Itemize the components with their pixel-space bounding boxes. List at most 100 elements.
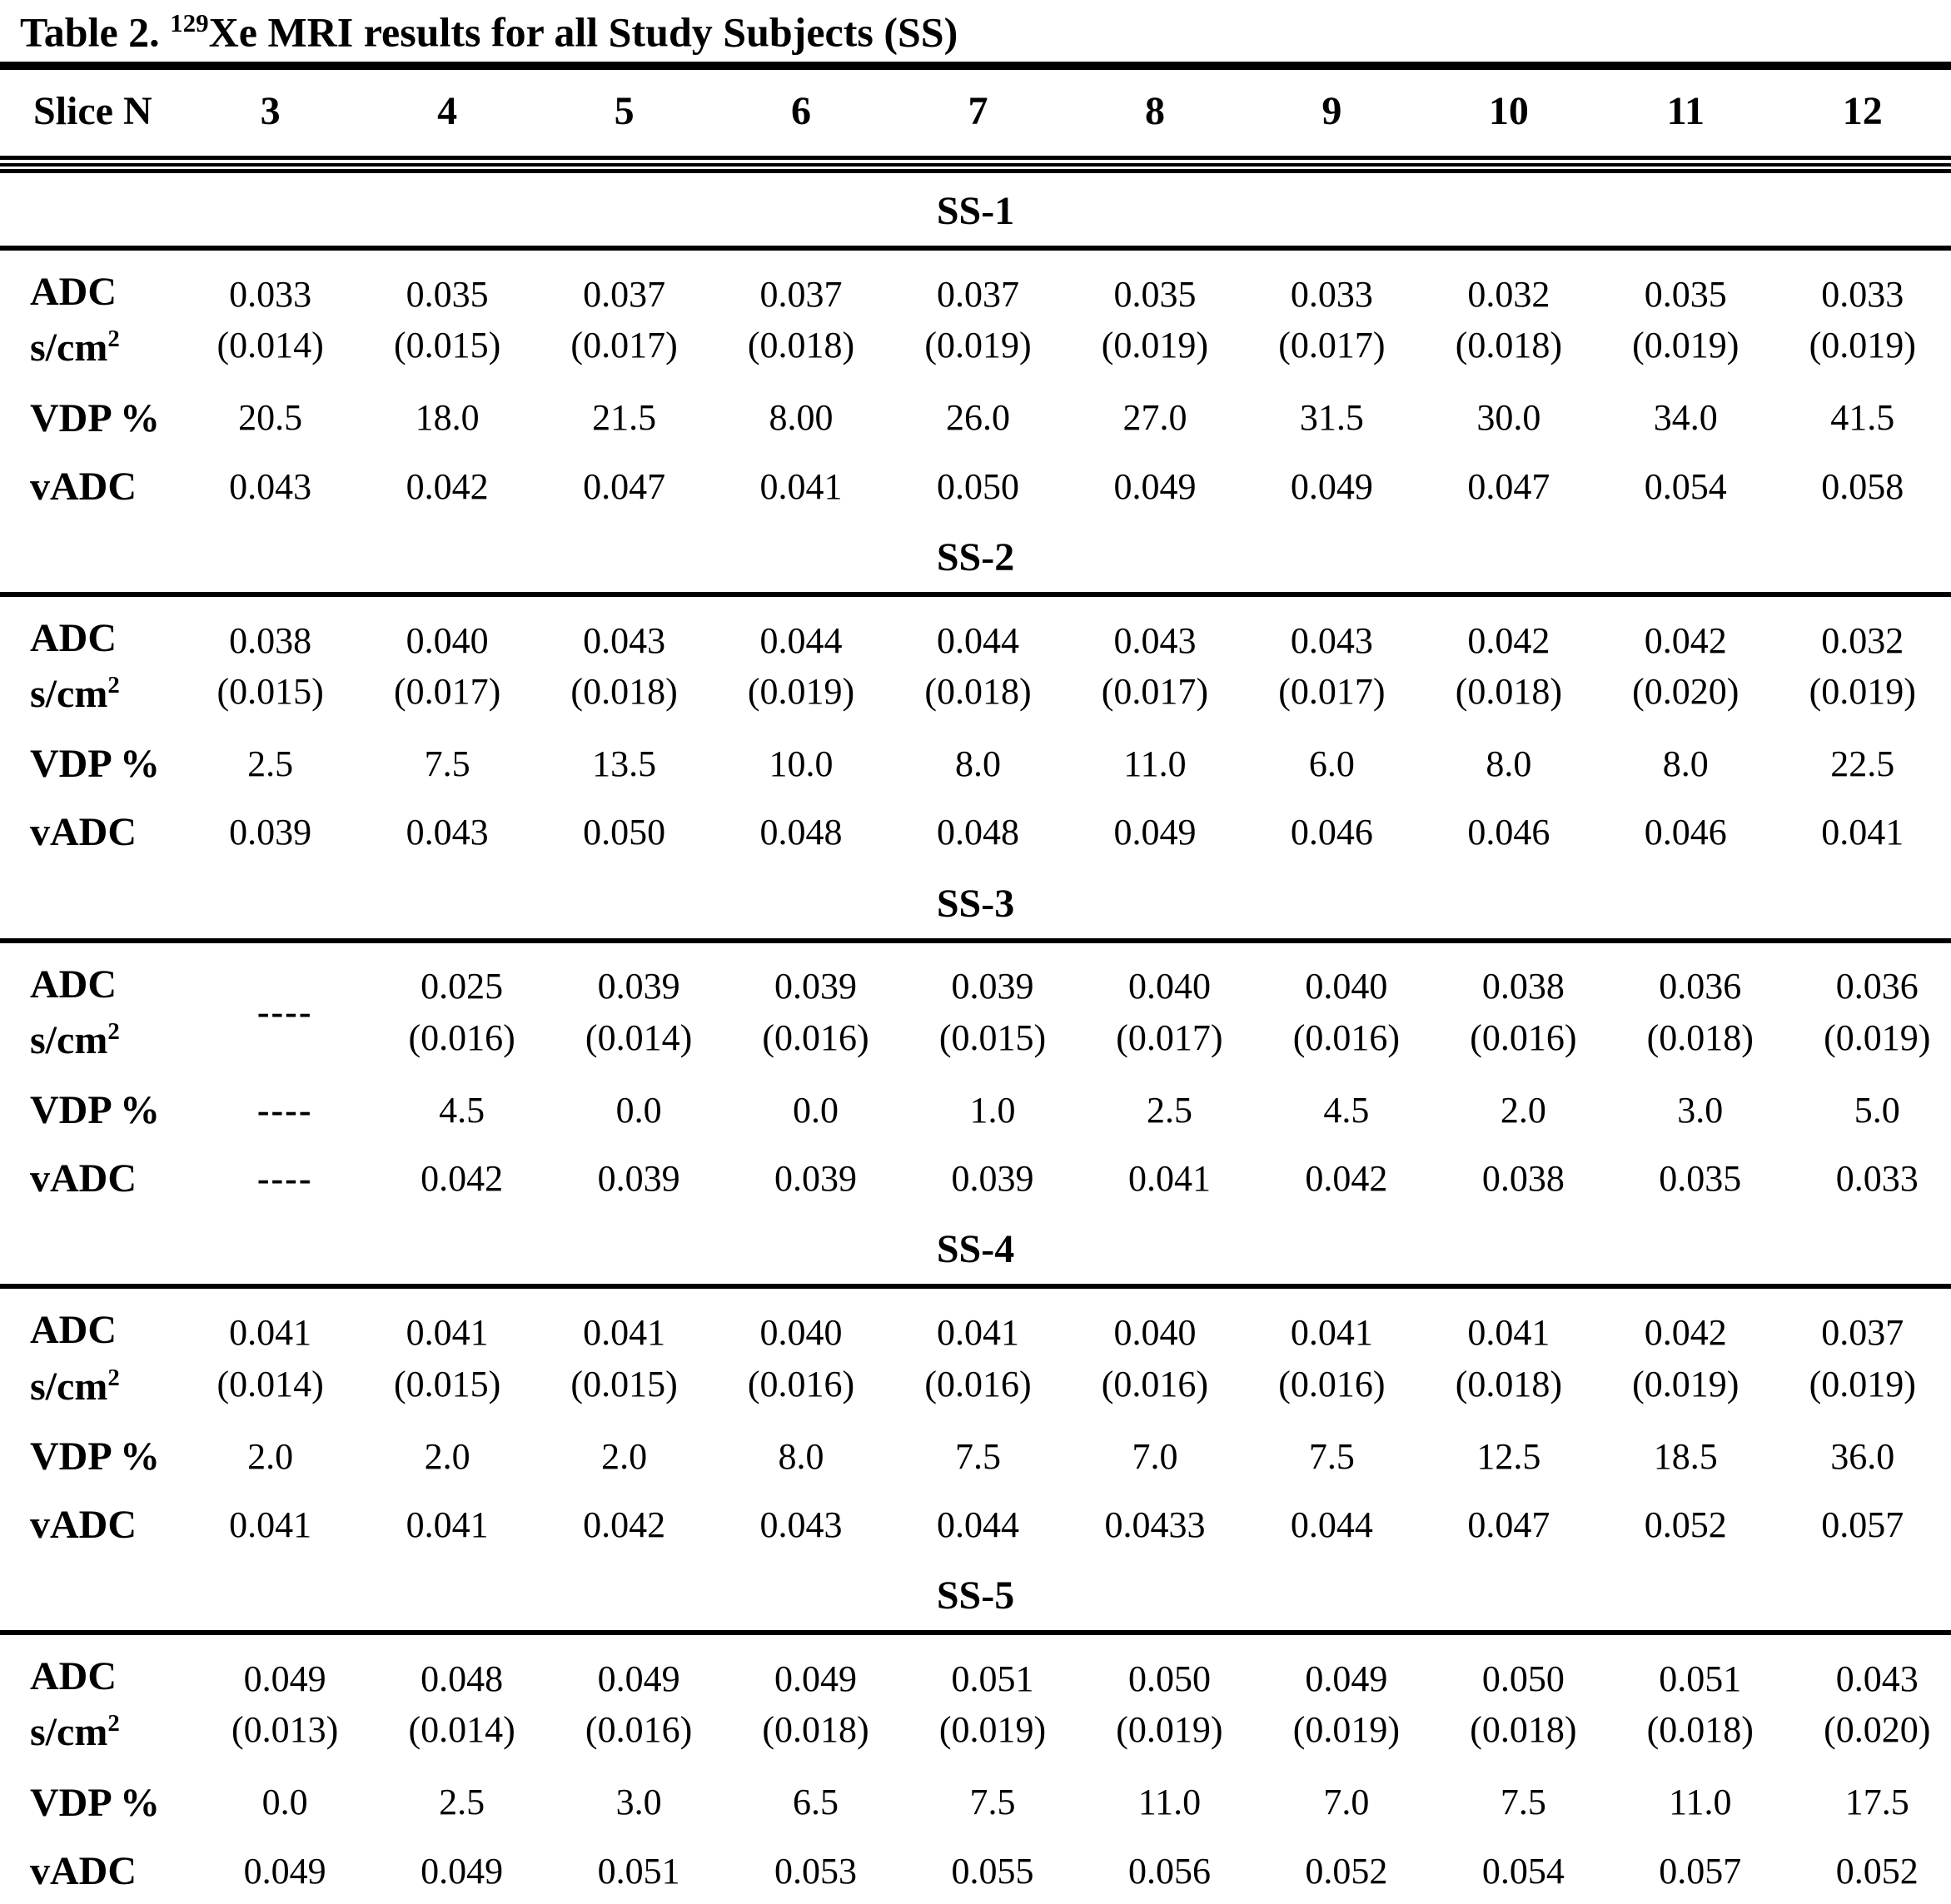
adc-value-cell: 0.036 (0.019) bbox=[1774, 941, 1951, 1069]
adc-mean-value: 0.041 bbox=[583, 1312, 666, 1353]
adc-mean-value: 0.037 bbox=[759, 273, 843, 315]
vadc-value-cell: 0.039 bbox=[774, 1158, 858, 1200]
adc-mean-value: 0.041 bbox=[229, 1312, 312, 1353]
vadc-value-cell: 0.048 bbox=[759, 812, 843, 853]
adc-sd-value: (0.015) bbox=[938, 1017, 1047, 1058]
adc-mean-value: 0.049 bbox=[774, 1658, 858, 1699]
adc-value-cell: 0.025 (0.016) bbox=[359, 941, 535, 1069]
slice-n-header: Slice N bbox=[33, 89, 152, 134]
vdp-row: VDP % 20.5 18.0 21.5 8.00 26.0 27.0 31.5 30.0 34.… bbox=[0, 377, 1951, 447]
adc-mean-value: 0.036 bbox=[1659, 966, 1742, 1007]
vadc-value-cell: 0.043 bbox=[229, 465, 312, 507]
adc-sd-value: (0.019) bbox=[924, 325, 1032, 366]
double-rule bbox=[0, 156, 1951, 174]
slice-column-header: 12 bbox=[1842, 89, 1883, 134]
vdp-value-cell: 12.5 bbox=[1476, 1435, 1541, 1477]
adc-mean-value: 0.051 bbox=[1659, 1658, 1742, 1699]
adc-label-line1: ADC bbox=[30, 1654, 117, 1699]
adc-sd-value: (0.018) bbox=[1455, 671, 1562, 713]
vadc-value-cell: 0.050 bbox=[583, 812, 666, 853]
vadc-value-cell: 0.041 bbox=[759, 465, 843, 507]
section-title: SS-4 bbox=[0, 1211, 1951, 1290]
vadc-value-cell: 0.043 bbox=[759, 1504, 843, 1545]
adc-value-cell: 0.041 (0.015) bbox=[359, 1286, 535, 1414]
vdp-value-cell: 11.0 bbox=[1669, 1782, 1732, 1823]
vdp-value-cell: 8.0 bbox=[1486, 743, 1532, 785]
adc-value-cell: 0.041 (0.014) bbox=[182, 1286, 358, 1414]
section-title: SS-5 bbox=[0, 1558, 1951, 1636]
vdp-value-cell: 3.0 bbox=[1677, 1089, 1724, 1131]
vdp-value-cell: 3.0 bbox=[615, 1782, 662, 1823]
adc-sd-value: (0.018) bbox=[570, 671, 678, 713]
adc-sd-value: (0.016) bbox=[1470, 1017, 1577, 1058]
adc-sd-value: (0.019) bbox=[1632, 325, 1739, 366]
adc-mean-value: 0.043 bbox=[1290, 619, 1373, 661]
adc-mean-value: 0.043 bbox=[583, 619, 666, 661]
caption-prefix: Table 2. bbox=[20, 8, 171, 56]
row-label-vdp: VDP % bbox=[30, 1088, 160, 1133]
adc-sd-value: (0.015) bbox=[570, 1363, 678, 1404]
adc-sd-value: (0.019) bbox=[1809, 325, 1916, 366]
adc-value-cell: ---- bbox=[256, 992, 313, 1033]
vdp-value-cell: 41.5 bbox=[1830, 397, 1895, 439]
row-label-vadc: vADC bbox=[30, 464, 137, 509]
adc-sd-value: (0.019) bbox=[1809, 671, 1916, 713]
adc-sd-value: (0.020) bbox=[1824, 1709, 1931, 1751]
adc-mean-value: 0.039 bbox=[774, 966, 858, 1007]
row-label-adc: ADC s/cm2 bbox=[0, 941, 182, 1069]
vadc-value-cell: 0.042 bbox=[406, 465, 489, 507]
adc-value-cell: 0.041 (0.015) bbox=[535, 1286, 712, 1414]
adc-value-cell: 0.038 (0.015) bbox=[182, 594, 358, 723]
adc-row: ADC s/cm2 0.038 (0.015) 0.040 (0.017) 0.043 (0.… bbox=[0, 594, 1951, 723]
table-caption: Table 2. 129Xe MRI results for all Study… bbox=[0, 0, 1951, 71]
vdp-value-cell: 22.5 bbox=[1830, 743, 1895, 785]
vdp-value-cell: 0.0 bbox=[261, 1782, 308, 1823]
adc-mean-value: 0.044 bbox=[936, 619, 1019, 661]
vdp-value-cell: 13.5 bbox=[592, 743, 657, 785]
adc-sd-value: (0.019) bbox=[1824, 1017, 1931, 1058]
vdp-value-cell: 2.0 bbox=[601, 1435, 648, 1477]
adc-mean-value: 0.039 bbox=[951, 966, 1034, 1007]
slice-column-header: 3 bbox=[260, 89, 281, 134]
adc-label-line1: ADC bbox=[30, 1308, 117, 1353]
vadc-value-cell: 0.050 bbox=[936, 465, 1019, 507]
vadc-value-cell: 0.052 bbox=[1305, 1850, 1388, 1892]
adc-value-cell: 0.033 (0.014) bbox=[182, 248, 358, 376]
vadc-value-cell: 0.057 bbox=[1821, 1504, 1904, 1545]
adc-sd-value: (0.015) bbox=[393, 325, 501, 366]
vadc-row: vADC 0.049 0.049 0.051 0.053 0.055 0.056 0.052 0… bbox=[0, 1832, 1951, 1904]
vdp-value-cell: 31.5 bbox=[1299, 397, 1364, 439]
vadc-row: vADC 0.039 0.043 0.050 0.048 0.048 0.049 0.046 0… bbox=[0, 793, 1951, 865]
adc-value-cell: 0.051 (0.019) bbox=[889, 1633, 1066, 1761]
adc-mean-value: 0.037 bbox=[1821, 1312, 1904, 1353]
adc-value-cell: 0.048 (0.014) bbox=[359, 1633, 535, 1761]
adc-units-superscript: 2 bbox=[107, 1710, 120, 1737]
vadc-value-cell: ---- bbox=[256, 1158, 313, 1200]
section-title: SS-1 bbox=[0, 173, 1951, 251]
adc-sd-value: (0.019) bbox=[1632, 1363, 1739, 1404]
section-title: SS-3 bbox=[0, 865, 1951, 943]
vdp-value-cell: 2.0 bbox=[1500, 1089, 1546, 1131]
vadc-value-cell: 0.043 bbox=[406, 812, 489, 853]
adc-sd-value: (0.017) bbox=[1101, 671, 1209, 713]
vadc-value-cell: 0.049 bbox=[243, 1850, 326, 1892]
adc-sd-value: (0.019) bbox=[747, 671, 855, 713]
slice-column-header: 11 bbox=[1666, 89, 1705, 134]
slice-column-header: 5 bbox=[614, 89, 635, 134]
vdp-value-cell: 27.0 bbox=[1122, 397, 1187, 439]
adc-mean-value: 0.043 bbox=[1835, 1658, 1919, 1699]
vdp-value-cell: 17.5 bbox=[1844, 1782, 1909, 1823]
adc-row: ADC s/cm2 ---- 0.025 (0.016) 0.039 (0.014) 0.03… bbox=[0, 941, 1951, 1069]
adc-sd-value: (0.016) bbox=[585, 1709, 693, 1751]
vadc-value-cell: 0.038 bbox=[1481, 1158, 1565, 1200]
vdp-row: VDP % 2.5 7.5 13.5 10.0 8.0 11.0 6.0 8.0 8.0 22.5 bbox=[0, 723, 1951, 793]
adc-mean-value: 0.038 bbox=[229, 619, 312, 661]
adc-value-cell: 0.037 (0.019) bbox=[1774, 1286, 1951, 1414]
adc-value-cell: 0.040 (0.016) bbox=[1243, 941, 1420, 1069]
vdp-value-cell: 5.0 bbox=[1854, 1089, 1900, 1131]
adc-sd-value: (0.016) bbox=[924, 1363, 1032, 1404]
vadc-value-cell: 0.039 bbox=[597, 1158, 680, 1200]
section-title: SS-2 bbox=[0, 519, 1951, 597]
adc-sd-value: (0.016) bbox=[1292, 1017, 1401, 1058]
